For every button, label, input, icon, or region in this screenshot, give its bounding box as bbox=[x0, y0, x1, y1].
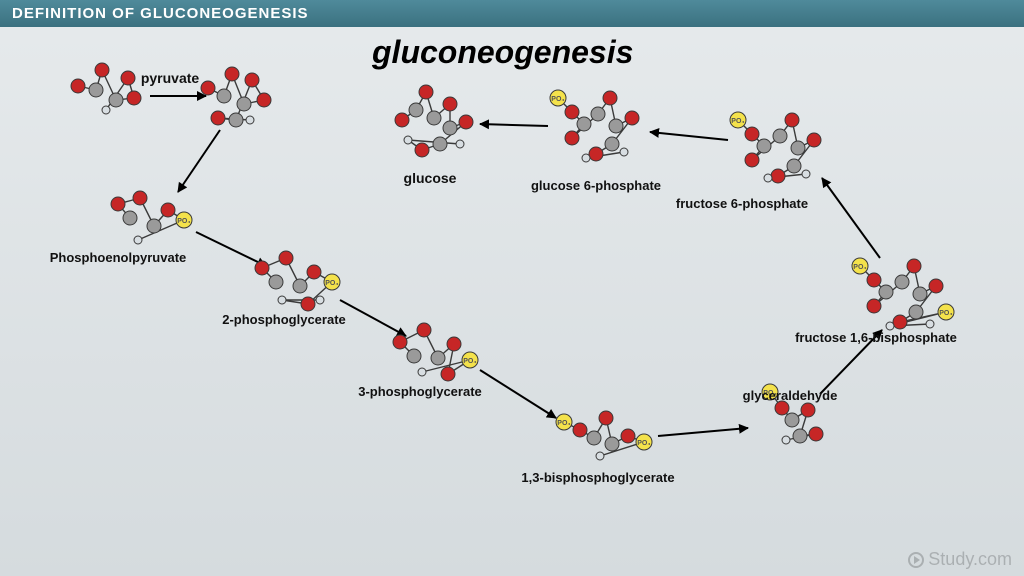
svg-text:PO₄: PO₄ bbox=[853, 264, 866, 271]
watermark-text: Study.com bbox=[928, 549, 1012, 570]
arrow-3pg-13bpg bbox=[480, 370, 556, 418]
svg-text:PO₄: PO₄ bbox=[731, 118, 744, 125]
arrow-pep-2pg bbox=[196, 232, 266, 266]
label-gald: glyceraldehyde bbox=[743, 388, 838, 403]
molecule-13bpg: PO₄ PO₄ bbox=[556, 411, 652, 460]
label-13bpg: 1,3-bisphosphoglycerate bbox=[521, 470, 674, 485]
svg-text:PO₄: PO₄ bbox=[325, 280, 338, 287]
svg-text:PO₄: PO₄ bbox=[463, 358, 476, 365]
arrow-f16bp-f6p bbox=[822, 178, 880, 258]
label-pyruvate: pyruvate bbox=[141, 70, 199, 86]
label-f6p: fructose 6-phosphate bbox=[676, 196, 808, 211]
label-pep: Phosphoenolpyruvate bbox=[50, 250, 187, 265]
arrow-g6p-glucose bbox=[480, 124, 548, 126]
label-3pg: 3-phosphoglycerate bbox=[358, 384, 482, 399]
molecule-pep: PO₄ bbox=[111, 191, 192, 244]
svg-text:PO₄: PO₄ bbox=[637, 440, 650, 447]
svg-text:PO₄: PO₄ bbox=[551, 96, 564, 103]
svg-text:PO₄: PO₄ bbox=[557, 420, 570, 427]
play-icon bbox=[908, 552, 924, 568]
molecule-g6p: PO₄ bbox=[550, 90, 639, 162]
molecule-f16bp: PO₄ PO₄ bbox=[852, 258, 954, 330]
svg-text:PO₄: PO₄ bbox=[177, 218, 190, 225]
molecule-oxaloacetate bbox=[201, 67, 271, 127]
svg-text:PO₄: PO₄ bbox=[939, 310, 952, 317]
label-glucose: glucose bbox=[404, 170, 457, 186]
arrow-oxaloacetate-pep bbox=[178, 130, 220, 192]
molecule-f6p: PO₄ bbox=[730, 112, 821, 183]
molecule-2pg: PO₄ bbox=[255, 251, 340, 311]
molecule-glucose bbox=[395, 85, 473, 157]
label-g6p: glucose 6-phosphate bbox=[531, 178, 661, 193]
arrow-13bpg-gald bbox=[658, 428, 748, 436]
label-f16bp: fructose 1,6-bisphosphate bbox=[795, 330, 957, 345]
molecule-3pg: PO₄ bbox=[393, 323, 478, 381]
arrow-f6p-g6p bbox=[650, 132, 728, 140]
diagram-canvas: PO₄PO₄PO₄PO₄PO₄PO₄PO₄PO₄PO₄PO₄ bbox=[0, 0, 1024, 576]
label-2pg: 2-phosphoglycerate bbox=[222, 312, 346, 327]
molecule-pyruvate bbox=[71, 63, 141, 114]
arrow-2pg-3pg bbox=[340, 300, 406, 336]
watermark: Study.com bbox=[908, 549, 1012, 570]
